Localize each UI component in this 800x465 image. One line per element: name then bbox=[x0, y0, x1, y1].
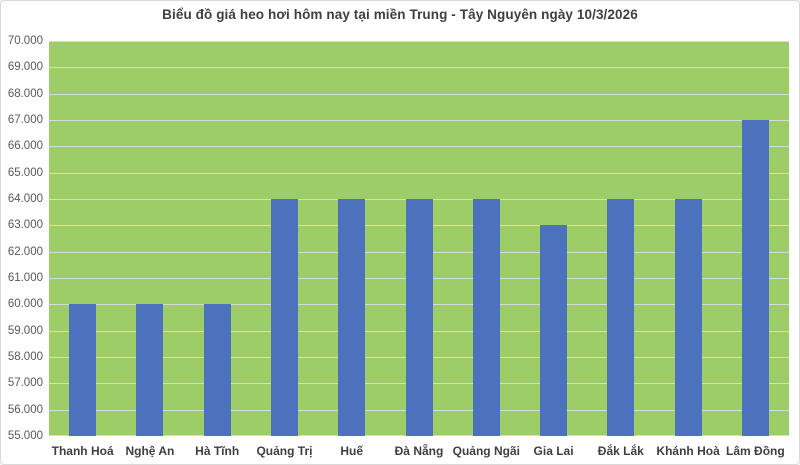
y-tick-label: 57.000 bbox=[7, 377, 43, 390]
bar-Huế bbox=[338, 199, 366, 436]
gridline bbox=[49, 120, 789, 121]
bar-Đà Nẵng bbox=[405, 199, 433, 436]
x-tick-label: Hà Tĩnh bbox=[195, 444, 240, 458]
y-tick-label: 70.000 bbox=[7, 35, 43, 47]
x-tick-label: Gia Lai bbox=[533, 444, 574, 458]
gridline bbox=[49, 146, 789, 147]
x-tick-label: Quảng Ngãi bbox=[452, 444, 520, 458]
gridline bbox=[49, 94, 789, 95]
bar-Khánh Hoà bbox=[674, 199, 702, 436]
y-tick-label: 65.000 bbox=[7, 166, 43, 179]
bar-Gia Lai bbox=[540, 225, 568, 436]
x-tick-label: Nghệ An bbox=[125, 444, 175, 458]
x-tick-label: Huế bbox=[340, 444, 364, 458]
y-tick-label: 62.000 bbox=[7, 245, 43, 258]
bar-Quảng Trị bbox=[270, 199, 298, 436]
y-tick-label: 58.000 bbox=[7, 351, 43, 363]
gridline bbox=[49, 41, 789, 42]
y-tick-label: 66.000 bbox=[7, 140, 43, 153]
bar-Hà Tĩnh bbox=[203, 304, 231, 436]
gridline bbox=[49, 173, 789, 174]
x-tick-label: Thanh Hoá bbox=[51, 444, 114, 458]
x-tick-label: Đắk Lắk bbox=[597, 444, 644, 458]
y-tick-label: 69.000 bbox=[7, 61, 43, 74]
chart-title: Biểu đồ giá heo hơi hôm nay tại miền Tru… bbox=[162, 7, 638, 22]
y-tick-label: 56.000 bbox=[7, 403, 43, 416]
bar-Quảng Ngãi bbox=[472, 199, 500, 436]
bar-Thanh Hoá bbox=[69, 304, 97, 436]
plot-area bbox=[49, 41, 789, 436]
bar-Đắk Lắk bbox=[607, 199, 635, 436]
y-tick-label: 67.000 bbox=[7, 114, 43, 126]
x-tick-label: Lâm Đồng bbox=[726, 444, 785, 458]
y-tick-label: 63.000 bbox=[7, 219, 43, 232]
x-tick-label: Quảng Trị bbox=[256, 444, 313, 458]
y-tick-label: 61.000 bbox=[7, 272, 43, 284]
bar-Nghệ An bbox=[136, 304, 164, 436]
y-tick-label: 55.000 bbox=[7, 430, 43, 442]
y-tick-label: 59.000 bbox=[7, 324, 43, 337]
y-tick-label: 64.000 bbox=[7, 193, 43, 205]
y-tick-label: 60.000 bbox=[7, 298, 43, 311]
y-tick-label: 68.000 bbox=[7, 87, 43, 100]
x-tick-label: Khánh Hoà bbox=[656, 444, 720, 458]
bar-Lâm Đồng bbox=[741, 120, 769, 436]
x-tick-label: Đà Nẵng bbox=[394, 444, 444, 458]
gridline bbox=[49, 67, 789, 68]
